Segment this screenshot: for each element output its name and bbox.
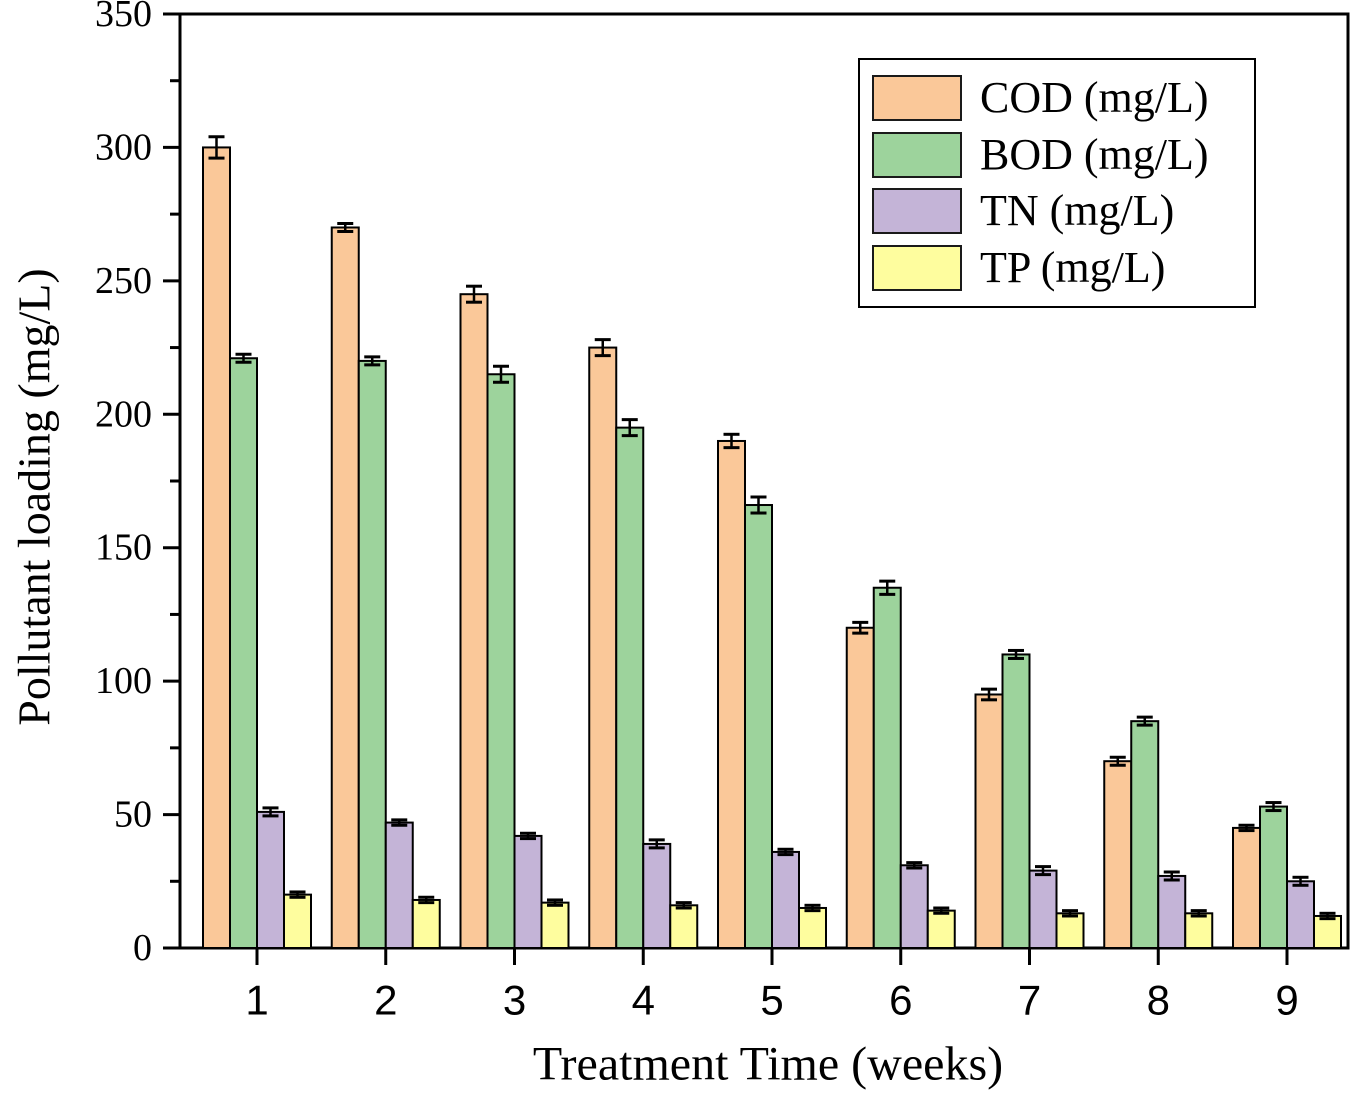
y-tick-label: 50: [114, 794, 152, 836]
legend-label-tp: TP (mg/L): [980, 243, 1166, 293]
tn-bar-week-5: [771, 850, 800, 950]
tp-bar-week-5: [798, 906, 827, 950]
y-tick-label: 200: [95, 393, 152, 435]
bod-bar-week-6: [872, 586, 902, 949]
y-tick-label: 100: [95, 660, 152, 702]
tn-bar-week-7: [1028, 869, 1058, 950]
tp-bar-week-2: [411, 898, 441, 949]
tn-bar-week-6: [899, 864, 929, 950]
x-tick-label: 7: [1018, 977, 1041, 1024]
bod-bar-week-5: [744, 504, 773, 949]
tp-color-swatch: [872, 245, 962, 292]
cod-bar-week-1: [202, 146, 231, 949]
bod-bar-week-9: [1259, 805, 1288, 950]
legend-label-tn: TN (mg/L): [980, 186, 1175, 236]
cod-bar-week-2: [330, 226, 360, 949]
bod-bar-week-2: [357, 359, 387, 949]
tp-bar-week-7: [1055, 912, 1085, 950]
chart-legend: COD (mg/L) BOD (mg/L) TN (mg/L) TP (mg/L…: [858, 58, 1256, 308]
tp-bar-week-1: [283, 893, 312, 950]
legend-item-tn: TN (mg/L): [860, 186, 1254, 236]
cod-bar-week-3: [459, 293, 489, 949]
y-tick-label: 300: [95, 126, 152, 168]
tn-color-swatch: [872, 188, 962, 235]
cod-bar-week-9: [1232, 826, 1261, 950]
y-tick-label: 350: [95, 0, 152, 35]
x-tick-label: 9: [1275, 977, 1298, 1024]
legend-item-cod: COD (mg/L): [860, 72, 1254, 122]
y-tick-label: 0: [133, 927, 152, 969]
bod-bar-week-7: [1001, 653, 1031, 949]
x-tick-label: 5: [760, 977, 783, 1024]
y-tick-label: 250: [95, 260, 152, 302]
legend-item-tp: TP (mg/L): [860, 243, 1254, 293]
bod-bar-week-3: [486, 373, 516, 949]
tn-bar-week-9: [1286, 880, 1315, 949]
bod-color-swatch: [872, 131, 962, 178]
x-axis-title: Treatment Time (weeks): [532, 1037, 1004, 1091]
legend-label-bod: BOD (mg/L): [980, 129, 1209, 179]
x-tick-label: 6: [889, 977, 912, 1024]
tn-bar-week-8: [1157, 874, 1187, 949]
tp-bar-week-8: [1184, 912, 1214, 950]
tn-bar-week-1: [256, 810, 285, 949]
cod-bar-week-4: [588, 346, 618, 950]
bod-bar-week-8: [1130, 720, 1160, 950]
tn-bar-week-2: [384, 821, 414, 950]
tp-bar-week-4: [669, 904, 699, 949]
cod-bar-week-8: [1103, 760, 1133, 950]
tn-bar-week-4: [642, 842, 672, 950]
tp-bar-week-9: [1313, 914, 1342, 950]
cod-bar-week-5: [717, 439, 746, 949]
tp-bar-week-3: [540, 901, 570, 949]
cod-color-swatch: [872, 74, 962, 121]
bod-bar-week-1: [229, 357, 258, 949]
cod-bar-week-7: [974, 693, 1004, 949]
x-tick-label: 2: [374, 977, 397, 1024]
x-tick-label: 4: [632, 977, 655, 1024]
tp-bar-week-6: [926, 909, 956, 950]
y-tick-label: 150: [95, 527, 152, 569]
tn-bar-week-3: [513, 834, 543, 949]
x-tick-label: 3: [503, 977, 526, 1024]
cod-bar-week-6: [845, 626, 875, 949]
legend-item-bod: BOD (mg/L): [860, 129, 1254, 179]
bod-bar-week-4: [615, 426, 645, 949]
x-tick-label: 8: [1147, 977, 1170, 1024]
x-tick-label: 1: [245, 977, 268, 1024]
legend-label-cod: COD (mg/L): [980, 72, 1209, 122]
y-axis-title: Pollutant loading (mg/L): [8, 268, 60, 726]
